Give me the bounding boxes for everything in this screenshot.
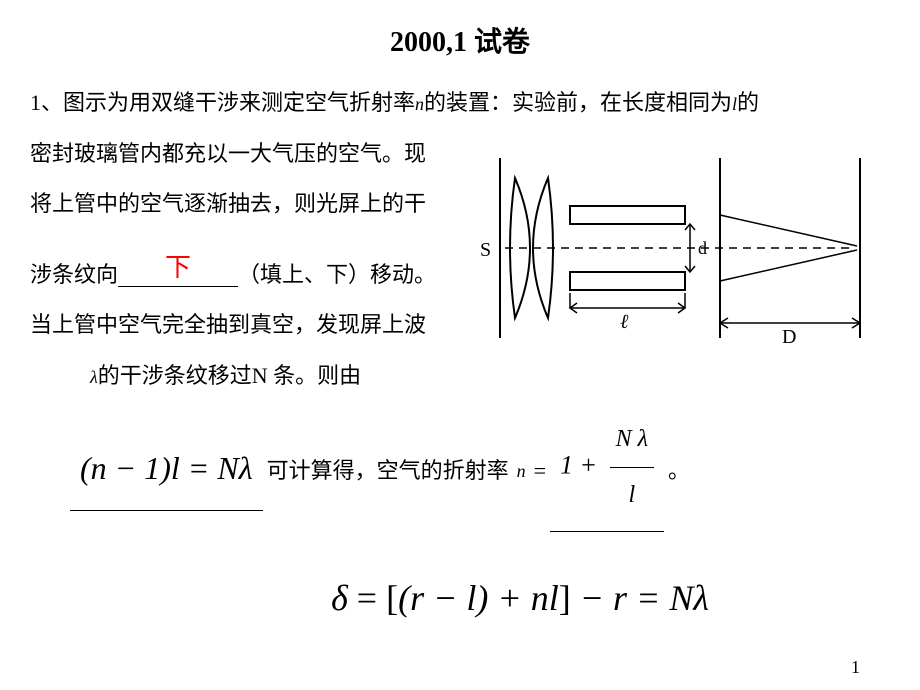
text: 涉条纹向 (30, 262, 118, 287)
text: 1、图示为用双缝干涉来测定空气折射率 (30, 90, 415, 115)
label-D: D (782, 326, 796, 348)
text: （填上、下）移动。 (238, 262, 436, 287)
equals: = (530, 446, 550, 497)
var-lambda: λ (90, 367, 98, 387)
answer-text: 下 (165, 253, 191, 282)
period: 。 (664, 446, 694, 497)
numerator: N λ (610, 412, 654, 468)
text: 的干涉条纹移过N 条。则由 (98, 363, 361, 388)
final-equation: δ = [(r − l) + nl] − r = Nλ (150, 557, 890, 640)
denominator: l (610, 468, 654, 523)
optics-diagram: S d ℓ D (460, 148, 880, 348)
eq-frac: 1 + N λ l (550, 412, 664, 532)
line-1: 1、图示为用双缝干涉来测定空气折射率n的装置：实验前，在长度相同为l的 (30, 78, 890, 129)
page-number: 1 (851, 657, 860, 678)
var-n: n (415, 94, 424, 114)
label-d: d (698, 238, 707, 258)
eq-1: (n − 1)l = Nλ (70, 432, 263, 511)
label-S: S (480, 239, 491, 261)
text: 的装置：实验前，在长度相同为 (424, 90, 732, 115)
text: 的 (737, 90, 759, 115)
one-plus: 1 + (560, 450, 597, 479)
fraction: N λ l (610, 412, 654, 523)
answer-blank: 下 (118, 261, 238, 287)
line-6: λ的干涉条纹移过N 条。则由 (30, 351, 890, 402)
content: 1、图示为用双缝干涉来测定空气折射率n的装置：实验前，在长度相同为l的 密封玻璃… (30, 78, 890, 640)
title: 2000,1 试卷 (30, 20, 890, 60)
label-l: ℓ (620, 311, 629, 333)
var-n2: n (517, 451, 526, 492)
equation-row: (n − 1)l = Nλ 可计算得，空气的折射率 n = 1 + N λ l … (70, 412, 890, 532)
mid-text: 可计算得，空气的折射率 (263, 446, 513, 497)
